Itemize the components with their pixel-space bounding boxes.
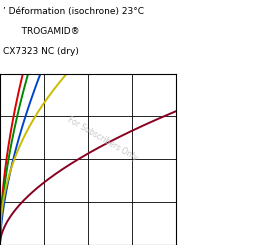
Text: ’ Déformation (isochrone) 23°C: ’ Déformation (isochrone) 23°C — [3, 7, 143, 16]
Text: TROGAMID®: TROGAMID® — [13, 27, 80, 36]
Text: CX7323 NC (dry): CX7323 NC (dry) — [3, 47, 78, 56]
Text: For Subscribers Only: For Subscribers Only — [66, 115, 139, 162]
